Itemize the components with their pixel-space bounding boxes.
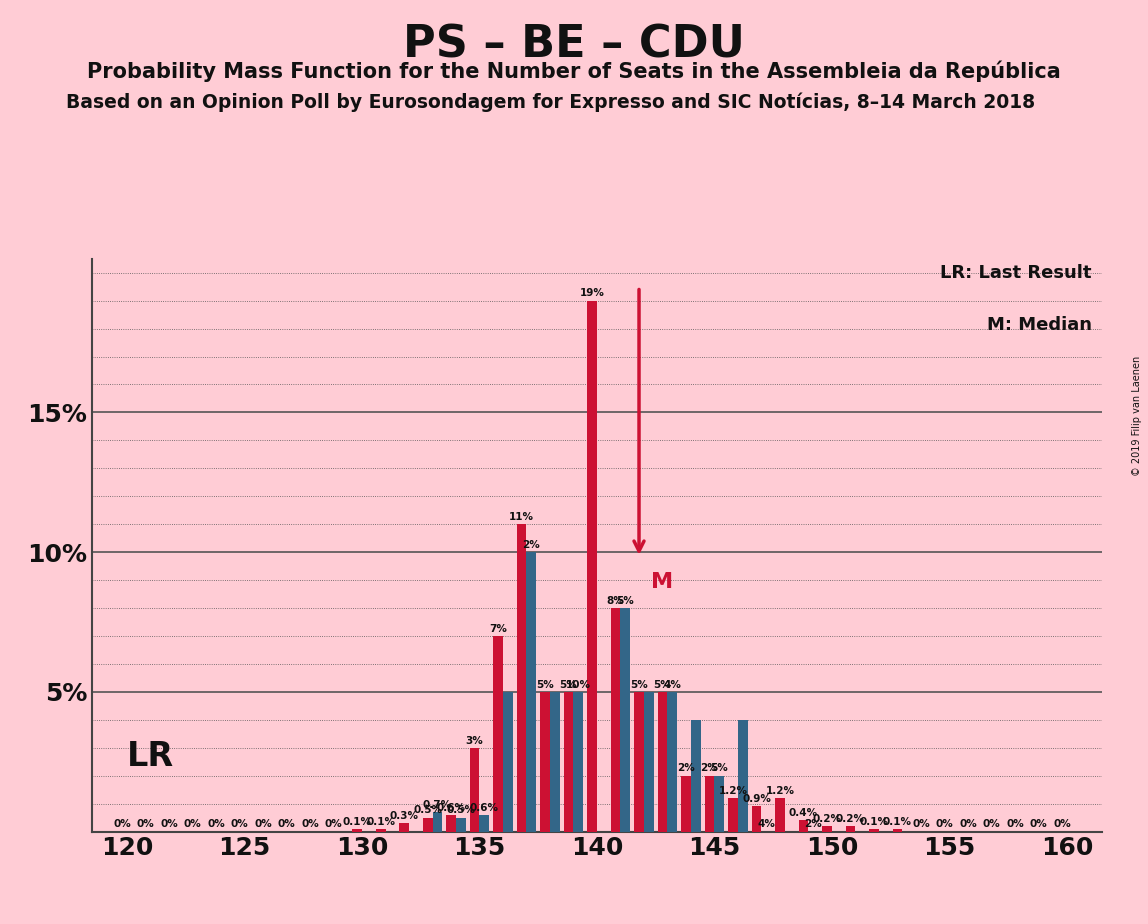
Text: 4%: 4%	[664, 680, 681, 689]
Bar	[400, 823, 409, 832]
Text: 5%: 5%	[560, 680, 577, 689]
Text: 0%: 0%	[325, 820, 342, 830]
Text: 1.2%: 1.2%	[719, 785, 747, 796]
Text: 0%: 0%	[1053, 820, 1071, 830]
Text: 0.2%: 0.2%	[813, 814, 841, 824]
Bar	[658, 692, 667, 832]
Text: 0%: 0%	[983, 820, 1000, 830]
Bar	[714, 776, 724, 832]
Text: 2%: 2%	[522, 540, 541, 550]
Text: 1.2%: 1.2%	[766, 785, 794, 796]
Bar	[574, 692, 583, 832]
Text: 0%: 0%	[278, 820, 295, 830]
Text: 0%: 0%	[208, 820, 225, 830]
Bar	[503, 692, 513, 832]
Text: 0%: 0%	[184, 820, 202, 830]
Text: 5%: 5%	[711, 763, 728, 773]
Text: 0.5%: 0.5%	[447, 806, 475, 815]
Text: 2%: 2%	[700, 763, 719, 773]
Text: 5%: 5%	[630, 680, 647, 689]
Text: 0%: 0%	[912, 820, 930, 830]
Text: 0.4%: 0.4%	[789, 808, 819, 818]
Bar	[752, 807, 761, 832]
Text: LR: Last Result: LR: Last Result	[940, 264, 1092, 283]
Bar	[681, 776, 691, 832]
Text: PS – BE – CDU: PS – BE – CDU	[403, 23, 745, 67]
Bar	[517, 524, 527, 832]
Bar	[564, 692, 574, 832]
Bar	[352, 829, 362, 832]
Text: 0.7%: 0.7%	[422, 800, 452, 809]
Bar	[822, 826, 832, 832]
Text: 11%: 11%	[509, 512, 534, 522]
Bar	[447, 815, 456, 832]
Text: 0%: 0%	[1030, 820, 1047, 830]
Bar	[775, 798, 785, 832]
Text: 19%: 19%	[580, 288, 605, 298]
Bar	[470, 748, 480, 832]
Bar	[422, 818, 433, 832]
Bar	[433, 812, 442, 832]
Bar	[691, 720, 700, 832]
Bar	[799, 821, 808, 832]
Text: 0%: 0%	[959, 820, 977, 830]
Bar	[611, 608, 620, 832]
Bar	[869, 829, 879, 832]
Text: 0.5%: 0.5%	[413, 806, 442, 815]
Bar	[634, 692, 644, 832]
Text: 0.6%: 0.6%	[470, 803, 499, 812]
Text: 0%: 0%	[254, 820, 272, 830]
Bar	[527, 553, 536, 832]
Bar	[728, 798, 738, 832]
Text: 0.1%: 0.1%	[342, 817, 372, 827]
Bar	[456, 818, 466, 832]
Text: Probability Mass Function for the Number of Seats in the Assembleia da República: Probability Mass Function for the Number…	[87, 60, 1061, 81]
Bar	[587, 300, 597, 832]
Text: M: M	[651, 572, 673, 591]
Bar	[738, 720, 747, 832]
Text: 2%: 2%	[677, 763, 695, 773]
Text: 0.1%: 0.1%	[860, 817, 889, 827]
Text: 0.2%: 0.2%	[836, 814, 864, 824]
Text: 0.3%: 0.3%	[389, 811, 419, 821]
Bar	[550, 692, 560, 832]
Text: 2%: 2%	[805, 820, 822, 830]
Bar	[667, 692, 677, 832]
Text: Based on an Opinion Poll by Eurosondagem for Expresso and SIC Notícias, 8–14 Mar: Based on an Opinion Poll by Eurosondagem…	[67, 92, 1035, 112]
Text: 0%: 0%	[936, 820, 953, 830]
Text: 5%: 5%	[616, 596, 634, 606]
Text: 0%: 0%	[301, 820, 319, 830]
Text: 8%: 8%	[606, 596, 625, 606]
Text: 5%: 5%	[653, 680, 672, 689]
Bar	[620, 608, 630, 832]
Text: M: Median: M: Median	[987, 316, 1092, 334]
Bar	[494, 636, 503, 832]
Text: 0%: 0%	[137, 820, 155, 830]
Text: 0%: 0%	[114, 820, 131, 830]
Text: 0%: 0%	[1006, 820, 1024, 830]
Text: 0%: 0%	[231, 820, 248, 830]
Text: 3%: 3%	[466, 736, 483, 746]
Bar	[480, 815, 489, 832]
Text: 0.1%: 0.1%	[366, 817, 395, 827]
Text: 0.9%: 0.9%	[742, 795, 771, 804]
Bar	[644, 692, 654, 832]
Bar	[892, 829, 902, 832]
Bar	[705, 776, 714, 832]
Bar	[375, 829, 386, 832]
Text: 0.1%: 0.1%	[883, 817, 912, 827]
Text: LR: LR	[127, 740, 174, 772]
Text: 0%: 0%	[161, 820, 178, 830]
Bar	[846, 826, 855, 832]
Text: 5%: 5%	[536, 680, 554, 689]
Bar	[540, 692, 550, 832]
Text: 0.6%: 0.6%	[436, 803, 466, 812]
Text: 4%: 4%	[758, 820, 775, 830]
Text: 10%: 10%	[566, 680, 591, 689]
Text: 7%: 7%	[489, 624, 507, 634]
Text: © 2019 Filip van Laenen: © 2019 Filip van Laenen	[1132, 356, 1142, 476]
